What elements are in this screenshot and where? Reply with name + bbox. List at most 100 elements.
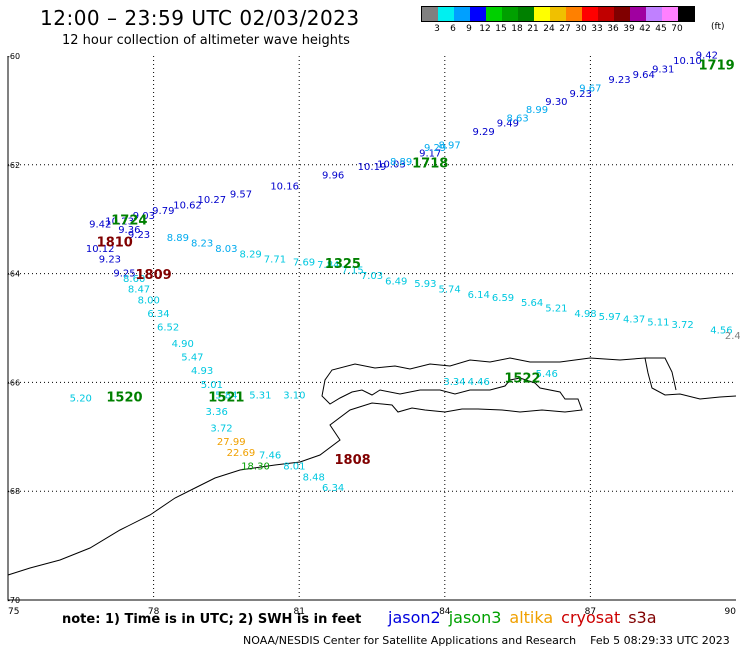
wave-height-value: 22.69 xyxy=(227,448,256,459)
map-frame xyxy=(7,56,736,601)
color-scale-label: 12 xyxy=(479,24,491,34)
color-scale-swatch xyxy=(646,7,662,21)
wave-height-value: 10.23 xyxy=(105,217,134,228)
color-scale-label: 70 xyxy=(671,24,683,34)
wave-height-value: 9.79 xyxy=(152,206,174,217)
satellite-legend-jason3: jason3 xyxy=(448,608,502,627)
color-scale-legend: 3 6 9 12 15 18 21 24 27 30 33 36 39 42 45 70 (ft) xyxy=(421,6,725,34)
latitude-tick-label: -66 xyxy=(7,378,20,387)
wave-height-value: 9.23 xyxy=(128,230,150,241)
color-scale-label: 27 xyxy=(559,24,571,34)
wave-height-value: 10.16 xyxy=(270,181,299,192)
latitude-tick-label: -68 xyxy=(7,487,20,496)
color-scale-swatch xyxy=(662,7,678,21)
wave-height-value: 6.34 xyxy=(322,483,344,494)
wave-height-value: 9.03 xyxy=(133,211,155,222)
wave-height-value: 5.47 xyxy=(181,353,203,364)
wave-height-value: 5.46 xyxy=(536,369,558,380)
wave-height-value: 8.00 xyxy=(138,296,160,307)
satellite-legend: jason2 jason3 altika cryosat s3a xyxy=(388,608,665,627)
wave-height-value: 9.23 xyxy=(99,255,121,266)
color-scale-swatch xyxy=(678,7,694,21)
map-subtitle: 12 hour collection of altimeter wave hei… xyxy=(62,33,350,48)
wave-height-value: 8.48 xyxy=(303,472,325,483)
longitude-tick-label: 78 xyxy=(148,607,160,617)
color-scale-swatch xyxy=(614,7,630,21)
wave-height-value: 4.90 xyxy=(172,339,194,350)
wave-height-value: 9.57 xyxy=(230,189,252,200)
wave-height-value: 27.99 xyxy=(217,437,246,448)
color-scale-swatch xyxy=(454,7,470,21)
generated-timestamp: Feb 5 08:29:33 UTC 2023 xyxy=(590,634,730,647)
footer-note: note: 1) Time is in UTC; 2) SWH is in fe… xyxy=(62,612,362,627)
color-scale-swatches xyxy=(421,6,695,22)
pass-time-label: 1522 xyxy=(504,371,540,386)
color-scale-swatch xyxy=(630,7,646,21)
longitude-tick-label: 90 xyxy=(725,607,737,617)
wave-height-value: 9.49 xyxy=(497,119,519,130)
wave-height-value: 7.46 xyxy=(259,451,281,462)
wave-height-value: 9.25 xyxy=(113,268,135,279)
longitude-tick-label: 75 xyxy=(8,607,19,617)
color-scale-label: 24 xyxy=(543,24,555,34)
axis-labels: 75 78 81 84 87 90 -60 -62 -64 -66 -68 -70 xyxy=(7,52,736,617)
satellite-tracks: 9.4210.109.319.649.239.239.309.499.299.1… xyxy=(70,51,740,494)
color-scale-label: 45 xyxy=(655,24,667,34)
wave-height-value: 5.20 xyxy=(70,393,92,404)
altika-track: 9.678.998.638.979.298.898.89 8.23 8.03 xyxy=(167,83,602,254)
wave-height-value: 8.99 xyxy=(526,105,548,116)
wave-height-value: 5.11 xyxy=(647,317,669,328)
wave-height-value: 8.63 xyxy=(506,113,528,124)
credit-text: NOAA/NESDIS Center for Satellite Applica… xyxy=(243,634,577,647)
wave-height-value: 8.47 xyxy=(128,285,150,296)
color-scale-swatch xyxy=(502,7,518,21)
wave-height-value: 4.56 xyxy=(710,325,732,336)
color-scale-label: 39 xyxy=(623,24,635,34)
longitude-tick-label: 81 xyxy=(293,607,304,617)
wave-height-value: 7.03 xyxy=(361,271,383,282)
sentinel-track: 8.29 7.71 7.69 7.84 7.157.03 6.49 5.93 5.74 6.14… xyxy=(70,249,733,494)
latitude-tick-label: -64 xyxy=(7,270,20,279)
pass-time-label: 1719 xyxy=(698,59,734,74)
latitude-tick-label: -62 xyxy=(7,161,20,170)
coastline-inlet-path xyxy=(645,357,677,391)
wave-height-value: 9.17 xyxy=(419,149,441,160)
color-scale-swatch xyxy=(550,7,566,21)
wave-height-value: 4.37 xyxy=(623,315,645,326)
color-scale-swatch xyxy=(598,7,614,21)
jason2-track: 9.4210.109.319.649.239.239.309.499.299.1… xyxy=(86,51,718,280)
wave-height-value: 10.12 xyxy=(86,244,115,255)
color-scale-label: 15 xyxy=(495,24,507,34)
pass-time-label: 1724 xyxy=(111,214,147,229)
wave-height-value: 4.93 xyxy=(191,366,213,377)
pass-time-label: 1521 xyxy=(208,390,244,405)
wave-height-value: 6.34 xyxy=(147,309,169,320)
satellite-legend-jason2: jason2 xyxy=(388,608,441,627)
wave-height-value: 9.36 xyxy=(118,225,140,236)
wave-height-value: 5.74 xyxy=(439,285,461,296)
wave-height-value: 9.23 xyxy=(608,75,630,86)
color-scale-swatch xyxy=(534,7,550,21)
latitude-tick-label: -70 xyxy=(7,596,20,605)
wave-height-value: 4.98 xyxy=(574,309,596,320)
wave-height-value: 7.71 xyxy=(264,255,286,266)
wave-height-value: 6.52 xyxy=(157,323,179,334)
wave-height-value: 7.69 xyxy=(293,257,315,268)
wave-height-value: 5.21 xyxy=(545,304,567,315)
wave-height-value: 9.29 xyxy=(424,143,446,154)
wave-height-value: 6.49 xyxy=(385,276,407,287)
color-scale-swatch xyxy=(486,7,502,21)
wave-height-value: 3.36 xyxy=(206,407,228,418)
pass-time-label: 1325 xyxy=(325,257,361,272)
wave-height-value: 9.64 xyxy=(633,70,655,81)
wave-height-value: 8.29 xyxy=(240,249,262,260)
color-scale-label: 9 xyxy=(466,24,472,34)
color-scale-swatch xyxy=(566,7,582,21)
wave-height-value: 5.84 xyxy=(215,391,237,402)
color-scale-swatch xyxy=(582,7,598,21)
color-scale-swatch xyxy=(470,7,486,21)
color-scale-label: 6 xyxy=(450,24,456,34)
color-scale-label: 36 xyxy=(607,24,619,34)
